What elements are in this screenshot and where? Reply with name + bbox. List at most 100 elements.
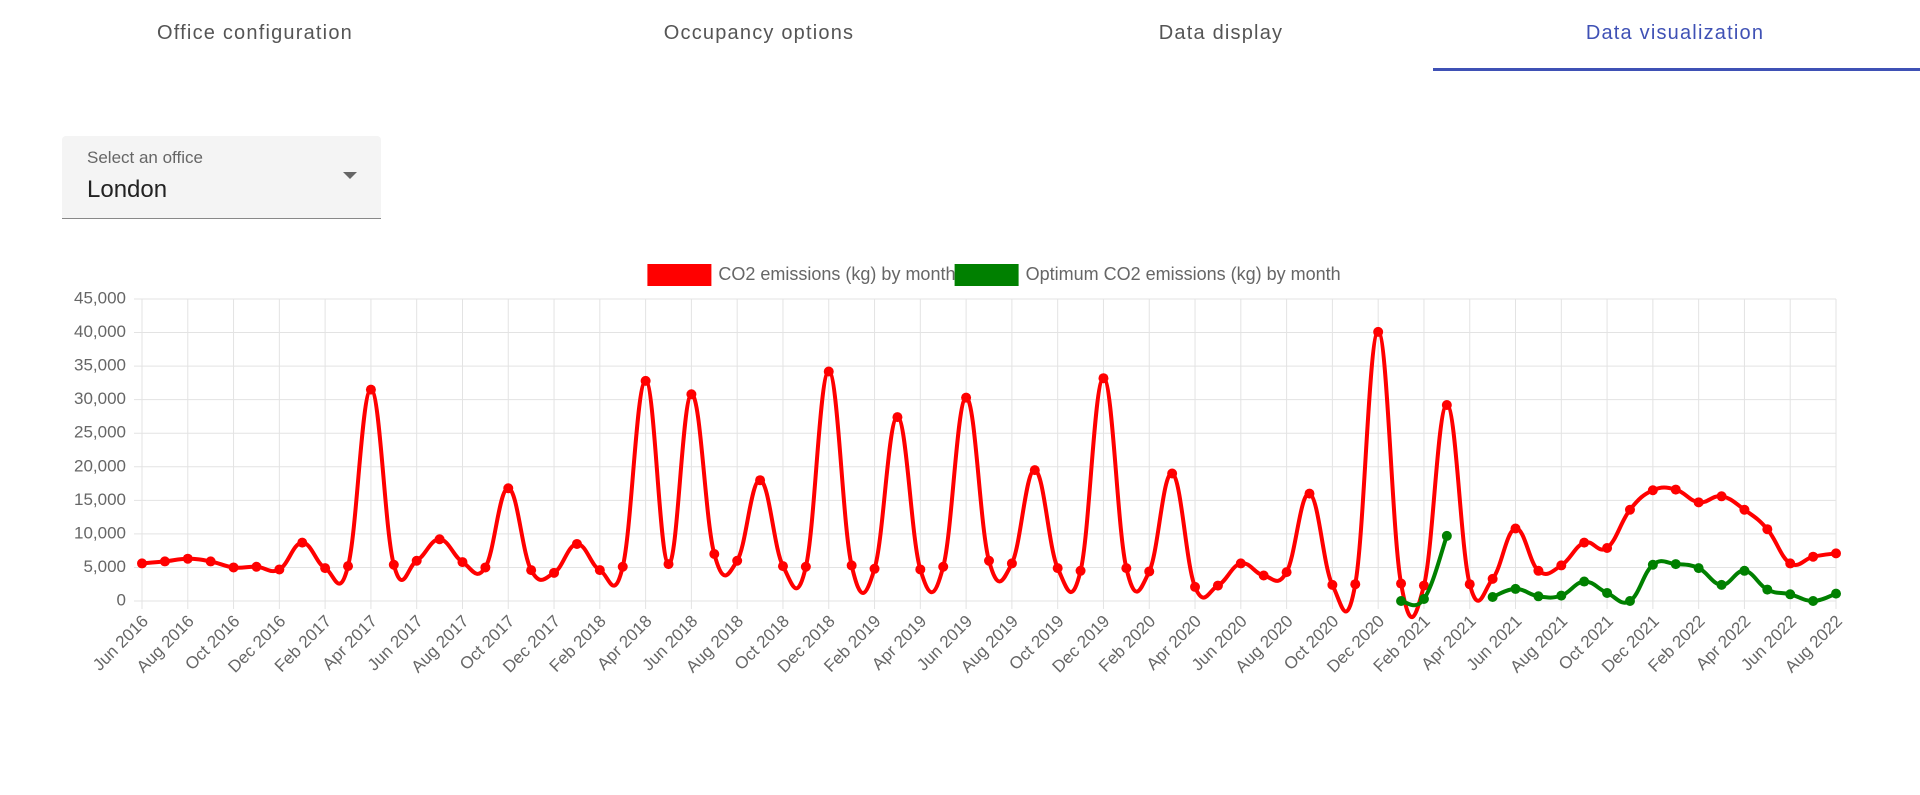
data-point [1350, 579, 1361, 590]
data-point [1739, 504, 1750, 515]
data-point [1693, 497, 1704, 508]
data-point [228, 562, 239, 573]
data-point [1373, 326, 1384, 337]
select-value: London [87, 176, 168, 203]
data-point [1464, 579, 1475, 590]
data-point [1670, 484, 1681, 495]
y-tick-label: 35,000 [74, 356, 126, 375]
select-label: Select an office [87, 148, 203, 167]
tab[interactable]: Occupancy options [663, 22, 855, 44]
data-point [938, 561, 949, 572]
data-point [1121, 563, 1132, 574]
data-point [1602, 587, 1613, 598]
data-point [1831, 588, 1841, 599]
data-point [1556, 590, 1567, 601]
data-point [961, 392, 972, 403]
data-point [869, 563, 880, 574]
data-point [1785, 589, 1796, 600]
data-point [777, 561, 788, 572]
data-point [823, 366, 834, 377]
tab[interactable]: Office configuration [157, 22, 353, 44]
data-point [686, 389, 697, 400]
data-point [800, 561, 811, 572]
y-tick-label: 20,000 [74, 456, 126, 475]
data-point [365, 384, 376, 395]
data-point [1579, 576, 1590, 587]
data-point [1556, 560, 1567, 571]
data-point [1533, 565, 1544, 576]
data-point [1258, 570, 1269, 581]
data-point [594, 565, 605, 576]
data-point [709, 549, 720, 560]
data-point [571, 538, 582, 549]
data-point [1533, 591, 1544, 602]
data-point [503, 483, 514, 494]
data-point [1029, 465, 1040, 476]
data-point [1190, 581, 1201, 592]
chart: 0 5,000 10,000 15,000 20,000 25,000 30,000 35,0… [74, 264, 1846, 677]
data-point [1212, 580, 1223, 591]
tab-indicator [1433, 68, 1920, 71]
data-point [1808, 551, 1819, 562]
data-point [1281, 567, 1292, 578]
y-tick-label: 5,000 [83, 557, 126, 576]
data-point [732, 555, 743, 566]
y-tick-label: 45,000 [74, 288, 126, 307]
series-line [141, 329, 1837, 620]
data-point [1487, 591, 1498, 602]
data-point [1647, 559, 1658, 570]
data-point [1441, 530, 1452, 541]
data-point [640, 375, 651, 386]
y-tick-label: 30,000 [74, 389, 126, 408]
data-point [1235, 558, 1246, 569]
data-point [320, 563, 331, 574]
data-point [1418, 580, 1429, 591]
y-tick-label: 0 [117, 590, 126, 609]
data-point [1624, 596, 1635, 606]
data-point [251, 561, 262, 572]
data-point [1602, 542, 1613, 553]
data-point [1052, 563, 1063, 574]
data-point [1739, 565, 1750, 576]
data-point [480, 562, 491, 573]
legend-label: Optimum CO2 emissions (kg) by month [1026, 264, 1341, 284]
data-point [1647, 485, 1658, 496]
data-point [1167, 468, 1178, 479]
data-point [663, 559, 674, 570]
data-point [1396, 596, 1407, 606]
data-point [1144, 566, 1155, 577]
data-point [1327, 579, 1338, 590]
data-point [1510, 583, 1521, 594]
data-point [1831, 548, 1841, 559]
data-point [549, 567, 560, 578]
data-point [297, 537, 308, 548]
data-point [1441, 400, 1452, 411]
data-point [755, 475, 766, 486]
y-tick-label: 15,000 [74, 490, 126, 509]
data-point [846, 560, 857, 571]
data-point [182, 553, 193, 564]
tab[interactable]: Data visualization [1585, 22, 1765, 44]
data-point [1716, 579, 1727, 590]
data-point [1716, 491, 1727, 502]
legend-label: CO2 emissions (kg) by month [718, 264, 955, 284]
data-point [1693, 563, 1704, 574]
y-tick-label: 40,000 [74, 322, 126, 341]
data-point [343, 561, 354, 572]
data-point [205, 556, 216, 567]
office-select[interactable]: Select an office London [62, 136, 381, 219]
tab[interactable]: Data display [1158, 22, 1284, 44]
data-point [159, 556, 170, 567]
data-point [1006, 558, 1017, 569]
data-point [274, 564, 285, 575]
data-point [1579, 537, 1590, 548]
legend-swatch [954, 264, 1019, 286]
dropdown-arrow [343, 172, 357, 179]
data-point [1670, 559, 1681, 570]
data-point [617, 561, 628, 572]
data-point [434, 534, 445, 545]
data-point [1510, 523, 1521, 534]
data-point [892, 412, 903, 423]
data-point [1418, 593, 1429, 604]
